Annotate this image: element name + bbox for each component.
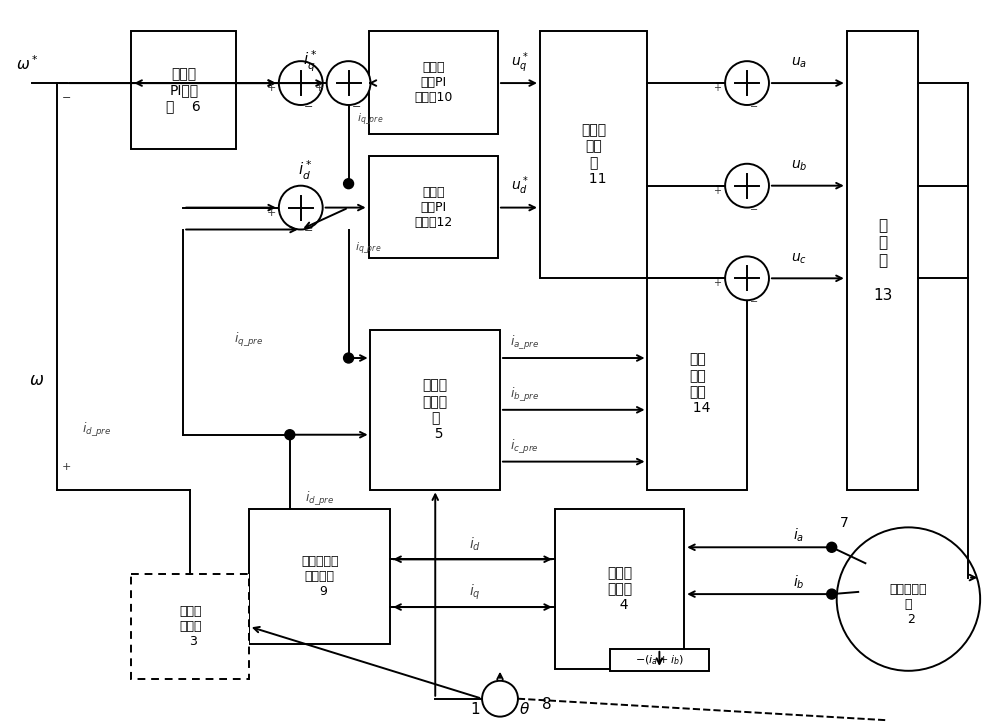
Circle shape [344,353,354,363]
Text: $u_c$: $u_c$ [791,251,807,265]
Bar [370,330,500,489]
Text: $i_{c\_pre}$: $i_{c\_pre}$ [510,437,539,455]
Circle shape [827,542,837,552]
Bar [369,155,498,258]
Text: 第二电
流环PI
调节器12: 第二电 流环PI 调节器12 [414,186,452,228]
Bar [369,31,498,134]
Bar [131,574,249,679]
Text: $i_{d\_pre}$: $i_{d\_pre}$ [82,421,111,439]
Circle shape [279,61,323,105]
Text: −: − [304,226,313,236]
Bar [555,510,684,669]
Bar [610,649,709,671]
Text: 7: 7 [840,516,848,531]
Text: $i_d^*$: $i_d^*$ [298,159,313,182]
Bar [847,31,918,489]
Text: $i_{q\_pre}$: $i_{q\_pre}$ [234,331,264,349]
Text: $i_{a\_pre}$: $i_{a\_pre}$ [510,334,540,352]
Text: −: − [750,205,758,215]
Text: 转速计
算模块
  3: 转速计 算模块 3 [179,605,201,648]
Text: $i_q$: $i_q$ [469,583,481,602]
Text: 8: 8 [542,697,551,711]
Text: 速度环
PI调节
器    6: 速度环 PI调节 器 6 [166,67,201,114]
Text: +: + [713,83,721,93]
Circle shape [327,61,370,105]
Text: 第一电
流环PI
调节器10: 第一电 流环PI 调节器10 [414,61,452,104]
Text: $u_b$: $u_b$ [791,158,807,173]
Text: 电流反
变换模
块
  5: 电流反 变换模 块 5 [423,379,448,441]
Bar [647,278,747,489]
Text: $i_{q\_pre}$: $i_{q\_pre}$ [357,111,384,127]
Text: $i_{b\_pre}$: $i_{b\_pre}$ [510,386,540,404]
Text: $\omega^*$: $\omega^*$ [16,54,38,72]
Text: +: + [713,186,721,196]
Circle shape [725,61,769,105]
Text: +: + [267,83,276,93]
Text: $i_d$: $i_d$ [469,536,481,553]
Text: 逆
变
器

13: 逆 变 器 13 [873,218,892,303]
Text: 永磁同步电
机
  2: 永磁同步电 机 2 [890,583,927,625]
Text: 1: 1 [470,701,480,716]
Text: +: + [267,208,276,218]
Text: $i_{d\_pre}$: $i_{d\_pre}$ [305,490,334,508]
Circle shape [285,429,295,440]
Bar [249,510,390,644]
Circle shape [725,257,769,300]
Text: $u_a$: $u_a$ [791,56,807,70]
Circle shape [279,186,323,229]
Text: 增量式卡尔
曼滤波器
  9: 增量式卡尔 曼滤波器 9 [301,555,338,598]
Text: $i_a$: $i_a$ [793,526,804,544]
Text: $i_q^*$: $i_q^*$ [303,48,318,74]
Bar [540,31,647,278]
Text: +: + [315,83,324,93]
Text: $u_d^*$: $u_d^*$ [511,174,529,197]
Text: $\theta$: $\theta$ [519,701,530,716]
Text: $i_{q\_pre}$: $i_{q\_pre}$ [355,241,382,256]
Circle shape [837,527,980,671]
Text: 坐标变
换模块
  4: 坐标变 换模块 4 [607,566,632,612]
Circle shape [344,179,354,189]
Text: $-(i_a+i_b)$: $-(i_a+i_b)$ [635,653,684,667]
Text: $i_b$: $i_b$ [793,573,805,591]
Text: −: − [750,102,758,112]
Bar [131,31,236,149]
Circle shape [725,164,769,208]
Text: −: − [352,102,361,112]
Text: +: + [62,461,71,471]
Text: $\omega$: $\omega$ [29,371,44,389]
Text: +: + [713,278,721,288]
Text: $u_q^*$: $u_q^*$ [511,51,529,75]
Text: −: − [750,297,758,307]
Circle shape [827,589,837,599]
Text: 电压变
换模
块
  11: 电压变 换模 块 11 [580,124,607,186]
Text: −: − [304,102,313,112]
Text: 死区
补偿
模块
  14: 死区 补偿 模块 14 [684,353,710,415]
Text: −: − [62,93,71,103]
Circle shape [482,681,518,716]
